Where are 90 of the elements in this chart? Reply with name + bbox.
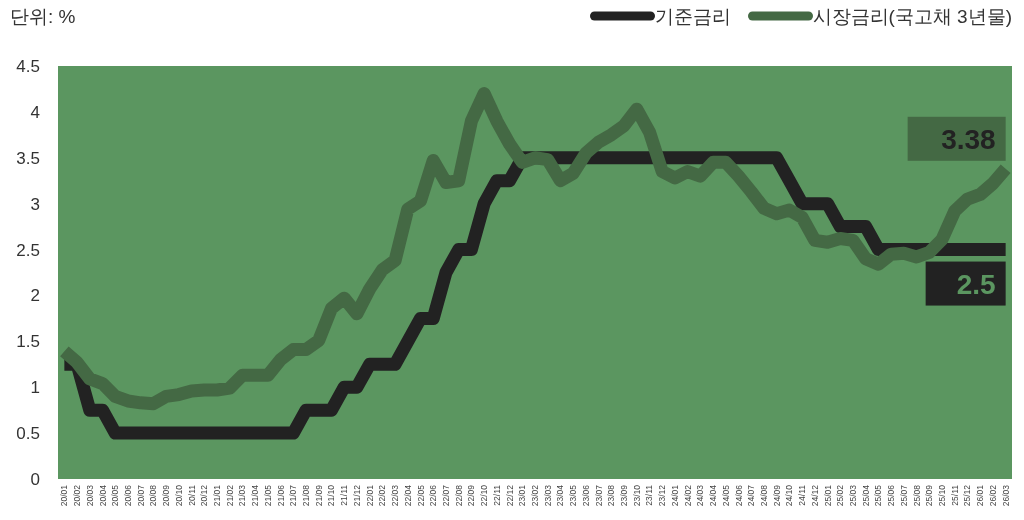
x-tick-label: 20/03 (84, 484, 95, 507)
x-tick-label: 25/12 (962, 484, 973, 507)
text: 단위: % (10, 6, 76, 27)
x-tick-label: 26/02 (987, 484, 998, 507)
y-tick-label: 3 (30, 194, 40, 214)
x-tick-label: 23/07 (593, 484, 604, 507)
x-tick-label: 22/07 (440, 484, 451, 507)
x-tick-label: 24/10 (784, 484, 795, 507)
x-tick-label: 24/09 (771, 484, 782, 507)
x-tick-label: 20/08 (148, 484, 159, 507)
x-tick-label: 24/12 (809, 484, 820, 507)
x-tick-label: 22/06 (428, 484, 439, 507)
x-tick-label: 25/04 (860, 484, 871, 507)
x-tick-label: 21/05 (262, 484, 273, 507)
x-tick-label: 23/05 (568, 484, 579, 507)
data-label: 3.38 (941, 123, 996, 155)
x-tick-label: 25/02 (835, 484, 846, 507)
x-tick-label: 21/04 (250, 484, 261, 507)
x-tick-label: 21/02 (224, 484, 235, 507)
x-tick-label: 20/02 (72, 484, 83, 507)
x-tick-label: 25/06 (886, 484, 897, 507)
y-tick-label: 1.5 (16, 332, 40, 352)
x-tick-label: 23/02 (530, 484, 540, 507)
x-tick-label: 20/06 (122, 484, 133, 507)
x-tick-label: 22/01 (364, 484, 375, 507)
x-tick-label: 20/10 (173, 484, 184, 507)
x-tick-label: 23/04 (555, 484, 566, 507)
y-tick-label: 1 (30, 378, 40, 398)
x-tick-label: 24/02 (682, 484, 693, 507)
x-tick-label: 24/03 (695, 484, 706, 507)
y-tick-label: 0 (30, 470, 40, 489)
data-label: 2.5 (956, 268, 996, 300)
x-tick-label: 20/11 (186, 484, 197, 506)
x-tick-label: 24/04 (708, 484, 719, 507)
x-tick-label: 20/01 (59, 484, 70, 507)
x-tick-label: 25/03 (848, 484, 858, 507)
x-tick-label: 21/07 (288, 484, 299, 507)
x-tick-label: 22/03 (390, 484, 401, 507)
y-tick-label: 4 (30, 102, 40, 122)
x-tick-label: 24/01 (669, 484, 680, 507)
x-tick-label: 23/12 (657, 484, 668, 507)
x-tick-label: 20/05 (110, 484, 121, 507)
x-tick-label: 25/08 (911, 484, 922, 507)
x-tick-label: 25/01 (822, 484, 833, 507)
x-tick-label: 25/07 (898, 484, 909, 507)
x-tick-label: 24/07 (746, 484, 757, 507)
x-tick-label: 23/11 (644, 484, 655, 506)
x-tick-label: 22/10 (479, 484, 490, 507)
x-tick-label: 20/04 (97, 484, 108, 507)
x-tick-label: 25/09 (924, 484, 935, 507)
x-tick-label: 21/08 (301, 484, 312, 507)
x-tick-label: 22/04 (402, 484, 413, 507)
x-tick-label: 24/11 (797, 484, 808, 506)
y-tick-label: 2.5 (16, 240, 40, 260)
x-tick-label: 22/08 (453, 484, 464, 507)
x-tick-label: 20/07 (135, 484, 146, 507)
x-tick-label: 22/02 (377, 484, 388, 507)
x-tick-label: 22/11 (491, 484, 502, 506)
x-tick-label: 22/09 (466, 484, 477, 507)
y-tick-label: 0.5 (16, 424, 40, 444)
x-tick-label: 24/06 (733, 484, 744, 507)
x-tick-label: 21/09 (313, 484, 324, 507)
x-tick-label: 22/05 (415, 484, 426, 507)
y-tick-label: 2 (30, 286, 40, 306)
x-tick-label: 24/05 (720, 484, 731, 507)
x-tick-label: 24/08 (758, 484, 769, 507)
x-tick-label: 21/06 (275, 484, 286, 507)
x-tick-label: 23/01 (517, 484, 528, 507)
legend-label: 기준금리 (654, 6, 731, 27)
x-tick-label: 21/12 (351, 484, 362, 507)
x-tick-label: 21/01 (212, 484, 222, 507)
y-tick-label: 3.5 (16, 148, 40, 168)
x-tick-label: 20/09 (161, 484, 172, 507)
x-tick-label: 23/10 (631, 484, 642, 507)
x-tick-label: 25/10 (937, 484, 948, 507)
x-tick-label: 25/05 (873, 484, 884, 507)
x-tick-label: 21/10 (326, 484, 337, 507)
y-tick-label: 4.5 (16, 57, 40, 76)
x-tick-label: 22/12 (504, 484, 515, 507)
x-tick-label: 23/09 (619, 484, 630, 507)
x-tick-label: 23/06 (580, 484, 591, 507)
legend-label: 시장금리(국고채 3년물) (812, 6, 1012, 27)
x-tick-label: 26/01 (975, 484, 986, 507)
x-tick-label: 23/03 (542, 484, 553, 507)
x-tick-label: 21/03 (237, 484, 248, 507)
x-tick-label: 23/08 (606, 484, 617, 507)
x-tick-label: 26/03 (1000, 484, 1011, 507)
x-tick-label: 20/12 (199, 484, 210, 507)
x-tick-label: 21/11 (339, 484, 350, 506)
x-tick-label: 25/11 (949, 484, 960, 506)
